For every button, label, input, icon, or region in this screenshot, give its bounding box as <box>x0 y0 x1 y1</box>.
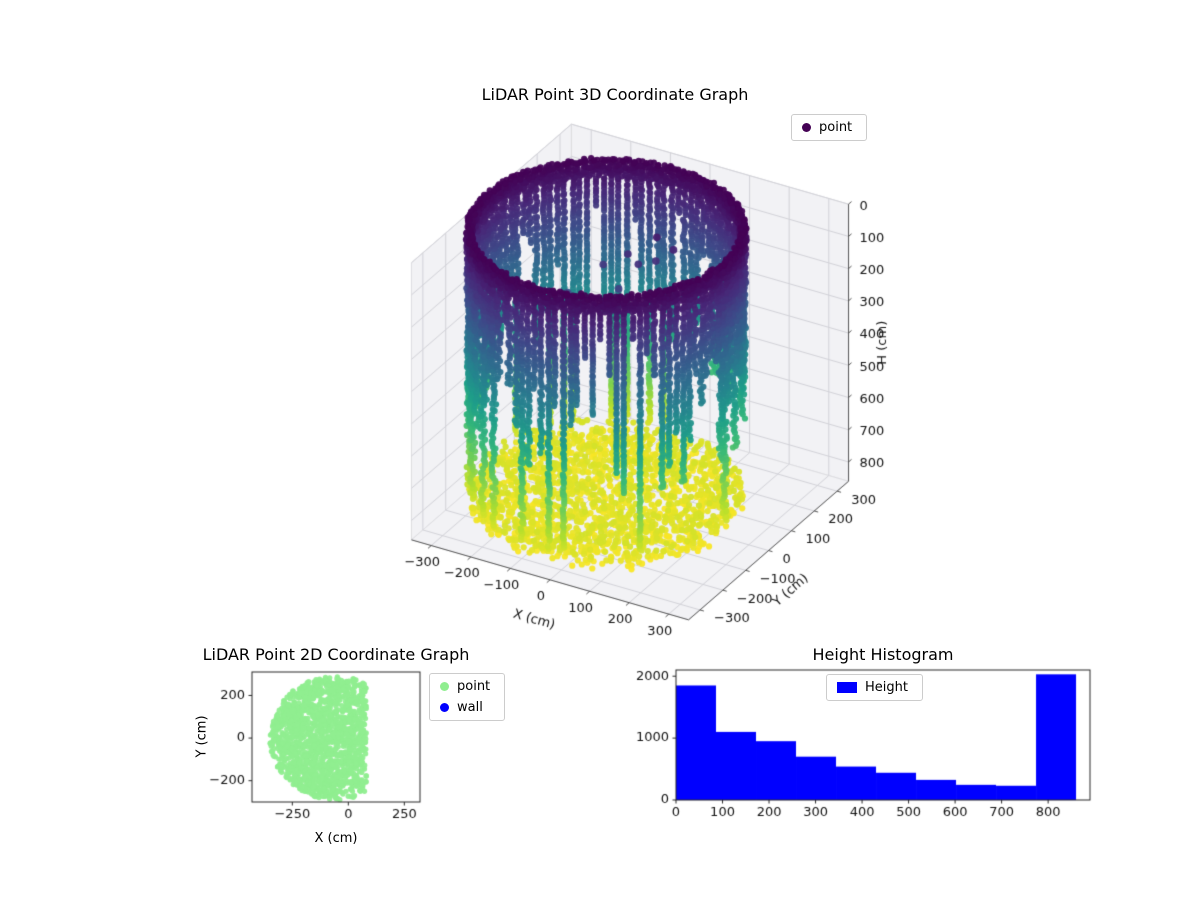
wall-marker-icon <box>440 703 449 712</box>
legend-label-point: point <box>457 679 491 694</box>
legend-item-wall: wall <box>440 700 490 715</box>
legend-item-point: point <box>440 679 490 694</box>
legend-item-point: point <box>802 120 852 135</box>
height-marker-icon <box>837 682 857 693</box>
chart2d-plot-area <box>180 655 450 855</box>
chart2d-xlabel: X (cm) <box>314 831 358 846</box>
point-marker-icon <box>440 682 449 691</box>
legend-label-wall: wall <box>457 700 483 715</box>
chart2d-ylabel: Y (cm) <box>194 715 210 758</box>
chart3d-plot-area <box>280 80 920 660</box>
chart3d-legend: point <box>791 114 868 141</box>
legend-label-point: point <box>819 120 853 135</box>
legend-item-height: Height <box>837 680 908 695</box>
legend-label-height: Height <box>865 680 908 695</box>
point-marker-icon <box>802 123 811 132</box>
hist-legend: Height <box>826 674 923 701</box>
chart2d-legend: point wall <box>429 673 506 721</box>
